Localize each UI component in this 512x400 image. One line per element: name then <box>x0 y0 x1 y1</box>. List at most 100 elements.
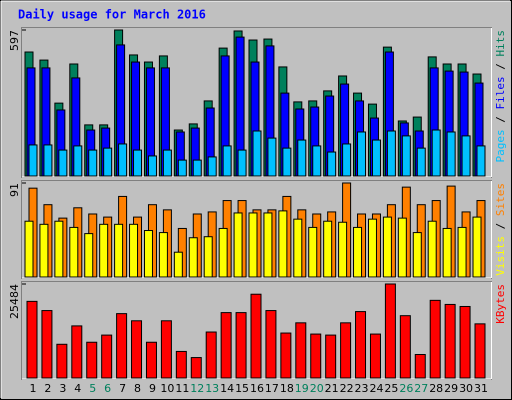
bar <box>386 130 396 177</box>
bar <box>367 218 377 278</box>
bar <box>265 310 277 379</box>
legend-entry: Visits <box>494 236 507 276</box>
x-tick-label: 31 <box>474 382 488 395</box>
bar <box>457 226 467 278</box>
bar <box>43 144 53 177</box>
legend: Pages / Files / Hits <box>494 30 507 163</box>
bar <box>263 212 273 278</box>
bar <box>237 149 247 177</box>
x-tick-label: 3 <box>59 382 66 395</box>
x-tick-label: 22 <box>340 382 354 395</box>
bar <box>192 159 202 177</box>
bar <box>280 332 292 379</box>
bar <box>293 218 303 278</box>
bar <box>371 139 381 177</box>
legend-separator: / <box>494 216 507 236</box>
x-tick-label: 21 <box>325 382 339 395</box>
bar <box>297 139 307 177</box>
x-tick-label: 1 <box>30 382 37 395</box>
bar <box>84 233 94 278</box>
x-tick-label: 4 <box>74 382 81 395</box>
bar <box>235 312 247 379</box>
bar <box>429 299 441 379</box>
bar <box>342 143 352 177</box>
legend: Visits / Sites <box>494 183 507 276</box>
x-tick-label: 13 <box>205 382 219 395</box>
x-tick-label: 7 <box>119 382 126 395</box>
bar <box>114 223 124 278</box>
bar <box>147 155 157 177</box>
bar <box>86 341 98 379</box>
bar <box>353 226 363 278</box>
bar <box>24 220 34 278</box>
bar <box>233 212 243 278</box>
bar <box>54 220 64 278</box>
bar <box>476 145 486 177</box>
bar <box>338 221 348 278</box>
bar <box>131 320 143 379</box>
bar <box>203 236 213 278</box>
bar <box>88 149 98 177</box>
x-tick-label: 6 <box>104 382 111 395</box>
bar <box>444 303 456 379</box>
legend-entry: Pages <box>494 129 507 162</box>
legend-entry: Hits <box>494 30 507 57</box>
bar <box>99 223 109 278</box>
bar <box>461 135 471 177</box>
bar <box>472 216 482 278</box>
legend-entry: Files <box>494 76 507 109</box>
bar <box>41 310 53 379</box>
bar <box>158 232 168 278</box>
x-tick-label: 18 <box>280 382 294 395</box>
bar <box>129 223 139 278</box>
bar <box>160 320 172 379</box>
x-tick-label: 11 <box>175 382 189 395</box>
x-tick-label: 24 <box>369 382 383 395</box>
bar <box>384 283 396 379</box>
bar <box>175 350 187 379</box>
bar <box>58 149 68 177</box>
x-tick-label: 27 <box>414 382 428 395</box>
x-tick-label: 30 <box>459 382 473 395</box>
y-tick-label: 91 <box>8 183 21 197</box>
x-tick-label: 25 <box>384 382 398 395</box>
x-tick-label: 10 <box>160 382 174 395</box>
legend-entry: KBytes <box>494 284 507 324</box>
bar <box>446 131 456 177</box>
x-tick-label: 17 <box>265 382 279 395</box>
x-tick-label: 23 <box>355 382 369 395</box>
y-tick-label: 597 <box>8 30 21 51</box>
bar <box>295 322 307 379</box>
bar <box>340 322 352 379</box>
x-tick-label: 14 <box>220 382 234 395</box>
bar <box>162 149 172 177</box>
bar <box>220 312 232 379</box>
bar <box>39 223 49 278</box>
x-tick-label: 9 <box>149 382 156 395</box>
x-tick-label: 2 <box>44 382 51 395</box>
legend-separator: / <box>494 57 507 77</box>
bar <box>442 227 452 278</box>
x-tick-label: 12 <box>190 382 204 395</box>
x-tick-label: 26 <box>399 382 413 395</box>
x-tick-label: 16 <box>250 382 264 395</box>
bar <box>26 300 38 379</box>
bar <box>323 220 333 278</box>
bar <box>357 131 367 177</box>
bar <box>116 313 128 379</box>
bar <box>412 232 422 278</box>
bar <box>190 357 202 379</box>
bar <box>101 334 113 379</box>
bar <box>382 216 392 278</box>
bar <box>278 210 288 278</box>
y-tick-label: 25484 <box>8 284 21 319</box>
bar <box>397 217 407 278</box>
bar <box>173 251 183 278</box>
x-tick-label: 15 <box>235 382 249 395</box>
bar <box>282 147 292 177</box>
bar <box>312 145 322 177</box>
bar <box>143 230 153 278</box>
x-tick-label: 8 <box>134 382 141 395</box>
bar <box>28 144 38 177</box>
